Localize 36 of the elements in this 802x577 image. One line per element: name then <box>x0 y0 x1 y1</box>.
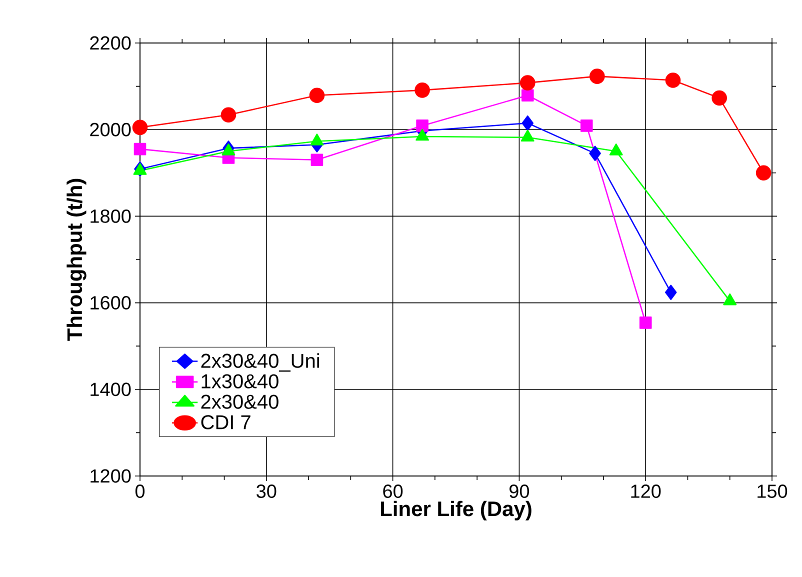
y-tick-label: 1600 <box>90 296 131 310</box>
x-axis-title: Liner Life (Day) <box>380 500 532 520</box>
point <box>639 316 652 329</box>
y-axis-title: Throughput (t/h) <box>66 178 86 341</box>
x-tick-label: 90 <box>510 484 530 498</box>
legend-label: 2x30&40 <box>201 394 278 409</box>
x-tick-label: 30 <box>256 484 276 498</box>
point <box>589 146 601 162</box>
point <box>756 165 772 181</box>
x-tick-label: 120 <box>631 484 661 498</box>
y-tick-label: 1800 <box>90 209 131 223</box>
legend-label: 1x30&40 <box>202 374 278 388</box>
point <box>309 88 325 104</box>
x-tick-label: 150 <box>758 484 788 498</box>
point <box>712 90 727 106</box>
legend-label: CDI 7 <box>201 415 250 430</box>
point <box>520 75 536 90</box>
x-tick-label: 0 <box>135 484 145 498</box>
point <box>220 107 236 123</box>
point <box>521 89 534 102</box>
point <box>134 142 146 156</box>
point <box>664 284 677 300</box>
point <box>522 115 534 131</box>
point <box>580 120 593 132</box>
point <box>310 154 324 166</box>
point <box>590 68 605 84</box>
x-tick-label: 60 <box>383 484 403 498</box>
legend-label: 2x30&40_Uni <box>201 353 319 372</box>
point <box>132 120 148 136</box>
point <box>414 82 430 98</box>
y-tick-label: 2000 <box>90 122 131 136</box>
y-tick-label: 2200 <box>90 36 131 50</box>
point <box>416 120 428 132</box>
y-tick-label: 1400 <box>90 382 131 396</box>
y-tick-label: 1200 <box>90 469 131 483</box>
point <box>665 72 681 88</box>
